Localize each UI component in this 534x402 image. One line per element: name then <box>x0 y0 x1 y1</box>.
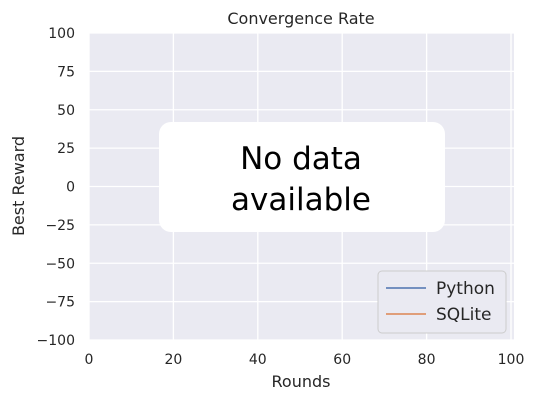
no-data-line-2: available <box>231 182 371 218</box>
no-data-line-1: No data <box>240 141 362 177</box>
chart-title: Convergence Rate <box>227 9 374 28</box>
y-tick-label: −100 <box>37 333 75 349</box>
x-tick-label: 0 <box>85 352 94 368</box>
legend: Python SQLite <box>377 270 507 334</box>
no-data-overlay: No data available <box>159 122 445 232</box>
x-tick-label: 20 <box>164 352 182 368</box>
y-axis-label: Best Reward <box>9 136 28 236</box>
legend-label-python: Python <box>436 279 495 299</box>
x-tick-label: 40 <box>249 352 267 368</box>
x-axis-label: Rounds <box>272 372 331 391</box>
x-tick-label: 100 <box>498 352 525 368</box>
x-tick-label: 80 <box>418 352 436 368</box>
y-tick-label: −50 <box>45 256 75 272</box>
y-tick-labels: 100 75 50 25 0 −25 −50 −75 −100 <box>37 26 75 349</box>
y-tick-label: −25 <box>45 218 75 234</box>
y-tick-label: 100 <box>48 26 75 42</box>
y-tick-label: 75 <box>57 64 75 80</box>
y-tick-label: 0 <box>66 180 75 196</box>
no-data-box <box>159 122 445 232</box>
x-tick-label: 60 <box>333 352 351 368</box>
x-tick-labels: 0 20 40 60 80 100 <box>85 352 525 368</box>
legend-box <box>377 270 507 334</box>
y-tick-label: 50 <box>57 103 75 119</box>
y-tick-label: −75 <box>45 295 75 311</box>
legend-label-sqlite: SQLite <box>436 305 492 325</box>
y-tick-label: 25 <box>57 141 75 157</box>
